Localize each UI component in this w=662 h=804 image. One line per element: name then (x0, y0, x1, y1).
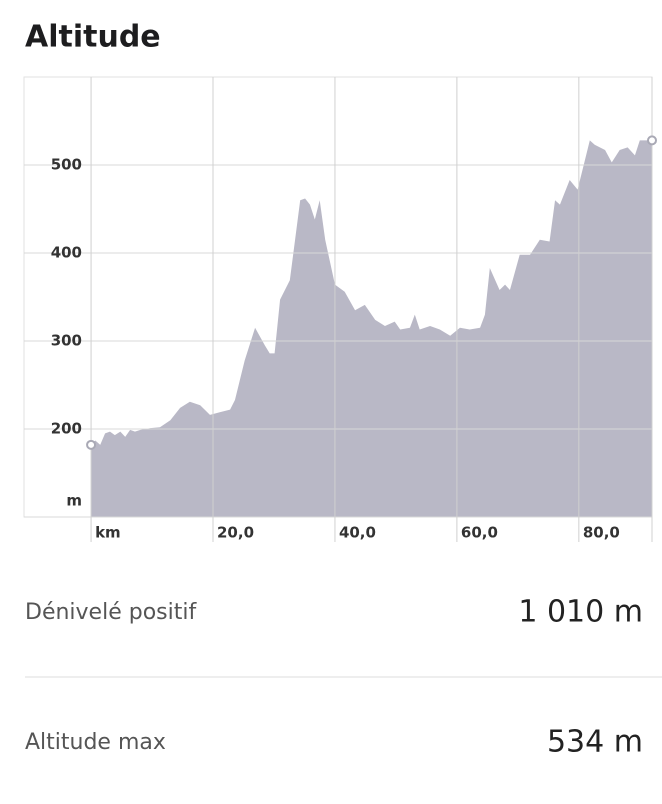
x-tick-label: 80,0 (583, 524, 620, 542)
y-tick-label: m (66, 492, 82, 510)
x-tick-label: 40,0 (339, 524, 376, 542)
x-tick-label: 20,0 (217, 524, 254, 542)
end-marker (86, 439, 97, 450)
y-tick-label: 500 (51, 156, 82, 174)
y-tick-label: 200 (51, 420, 82, 438)
end-marker (647, 135, 657, 146)
stat-value: 534 m (547, 725, 643, 760)
title: Altitude (25, 20, 161, 55)
x-tick-label: km (95, 524, 121, 542)
stat-label: Dénivelé positif (25, 600, 197, 625)
area (91, 140, 652, 518)
stat-label: Altitude max (25, 730, 166, 755)
stat-value: 1 010 m (518, 595, 643, 630)
y-tick-label: 300 (51, 332, 82, 350)
y-tick-label: 400 (51, 244, 82, 262)
x-tick-label: 60,0 (461, 524, 498, 542)
